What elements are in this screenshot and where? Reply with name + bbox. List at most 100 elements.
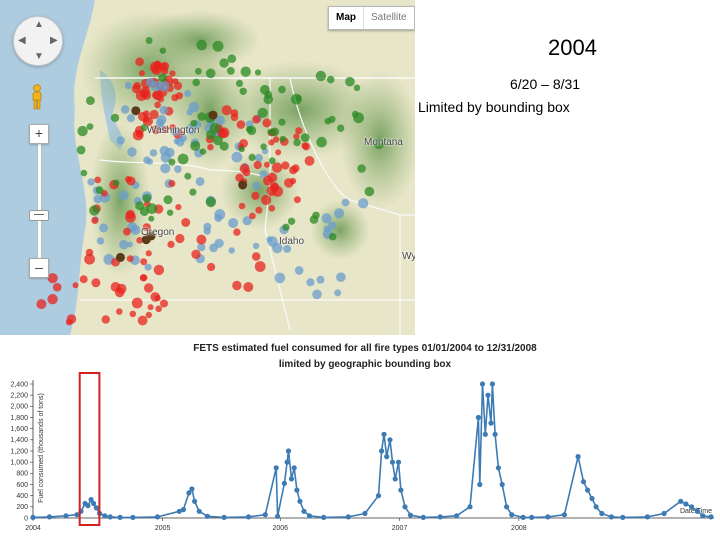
fire-point <box>264 161 270 168</box>
fire-point <box>126 241 133 248</box>
fire-point <box>231 151 243 163</box>
highlight-box <box>78 372 101 526</box>
fire-point <box>139 70 145 77</box>
fire-point <box>272 136 280 143</box>
fire-point <box>257 107 268 118</box>
fire-point <box>172 78 179 85</box>
fire-point-large <box>208 110 218 120</box>
fire-map[interactable]: Map Satellite ▲ ▼ ◀ ▶ + – Washington Mon… <box>0 0 415 335</box>
fire-point <box>124 82 132 89</box>
fire-point <box>192 78 200 87</box>
fire-point <box>293 196 301 204</box>
fire-point <box>140 274 148 282</box>
data-point <box>589 495 595 502</box>
fire-point <box>110 282 121 292</box>
fire-point <box>181 218 191 227</box>
fire-point <box>186 109 193 116</box>
zoom-out-button[interactable]: – <box>29 258 49 278</box>
data-point <box>63 513 69 519</box>
data-point <box>545 514 551 520</box>
fire-point <box>52 282 62 292</box>
fire-point <box>158 73 167 83</box>
fire-point <box>294 266 304 275</box>
data-point <box>176 508 182 514</box>
fire-point <box>203 227 211 235</box>
y-tick-label: 2,000 <box>10 404 28 411</box>
fire-point <box>72 282 79 289</box>
map-button[interactable]: Map <box>336 12 356 23</box>
data-point <box>85 503 91 509</box>
data-point <box>117 514 123 520</box>
fire-point <box>242 168 251 177</box>
fire-point <box>171 94 179 102</box>
pan-down-icon[interactable]: ▼ <box>34 51 44 62</box>
fire-point <box>240 66 251 77</box>
data-point <box>467 504 473 510</box>
fire-point <box>334 289 342 297</box>
fire-point <box>47 294 58 305</box>
pan-up-icon[interactable]: ▲ <box>34 19 44 30</box>
fire-point <box>235 79 244 87</box>
fire-point <box>219 141 229 151</box>
data-point <box>420 514 426 520</box>
data-point <box>379 448 385 454</box>
y-tick-label: 1,400 <box>10 437 28 444</box>
fire-point <box>271 162 283 173</box>
data-point <box>192 498 198 504</box>
fire-point <box>262 118 272 128</box>
zoom-slider-track[interactable] <box>37 126 42 278</box>
fire-point <box>300 133 310 143</box>
fire-point <box>147 304 154 311</box>
data-point <box>102 513 108 519</box>
fire-point <box>136 237 143 244</box>
fire-point <box>36 299 47 310</box>
fire-point <box>334 208 345 219</box>
data-point <box>485 392 491 398</box>
data-point <box>495 465 501 471</box>
fire-point <box>228 218 239 228</box>
fire-point <box>263 94 274 105</box>
fire-point <box>168 180 176 187</box>
fire-point <box>324 117 332 125</box>
fire-point <box>139 206 149 216</box>
data-point <box>392 476 398 482</box>
fire-point <box>152 91 160 99</box>
data-point <box>284 459 290 465</box>
street-view-pegman-icon[interactable] <box>30 84 44 110</box>
y-tick-label: 2,400 <box>10 381 28 388</box>
chart-title: FETS estimated fuel consumed for all fir… <box>193 343 537 354</box>
fire-point <box>279 135 287 143</box>
fire-point <box>160 299 168 308</box>
fire-point <box>252 115 261 124</box>
fire-point <box>140 124 148 132</box>
fire-point <box>153 264 165 276</box>
fire-point <box>309 215 319 224</box>
y-tick-label: 200 <box>16 504 28 511</box>
label-montana: Montana <box>364 137 403 148</box>
fire-point <box>121 105 130 114</box>
pan-control[interactable]: ▲ ▼ ◀ ▶ <box>13 16 63 66</box>
fire-point <box>131 84 141 94</box>
zoom-in-button[interactable]: + <box>29 124 49 144</box>
data-point <box>306 513 313 519</box>
data-point <box>580 479 587 485</box>
zoom-slider-handle[interactable] <box>29 210 49 221</box>
fire-point <box>283 244 292 253</box>
fire-point <box>101 315 111 324</box>
fire-point <box>259 170 268 179</box>
fire-point <box>245 125 253 133</box>
data-point <box>384 454 390 460</box>
fire-point <box>129 310 137 318</box>
fire-point <box>295 94 302 102</box>
x-tick-label: 2005 <box>155 525 171 532</box>
fire-point <box>135 130 144 138</box>
fire-point <box>140 258 148 266</box>
satellite-button[interactable]: Satellite <box>363 7 414 29</box>
label-oregon: Oregon <box>141 227 175 238</box>
pan-right-icon[interactable]: ▶ <box>50 35 58 46</box>
pan-left-icon[interactable]: ◀ <box>18 35 26 46</box>
fire-point-large <box>141 235 151 245</box>
fire-point <box>131 297 143 309</box>
data-point <box>644 514 651 520</box>
fire-point-large <box>131 106 141 116</box>
